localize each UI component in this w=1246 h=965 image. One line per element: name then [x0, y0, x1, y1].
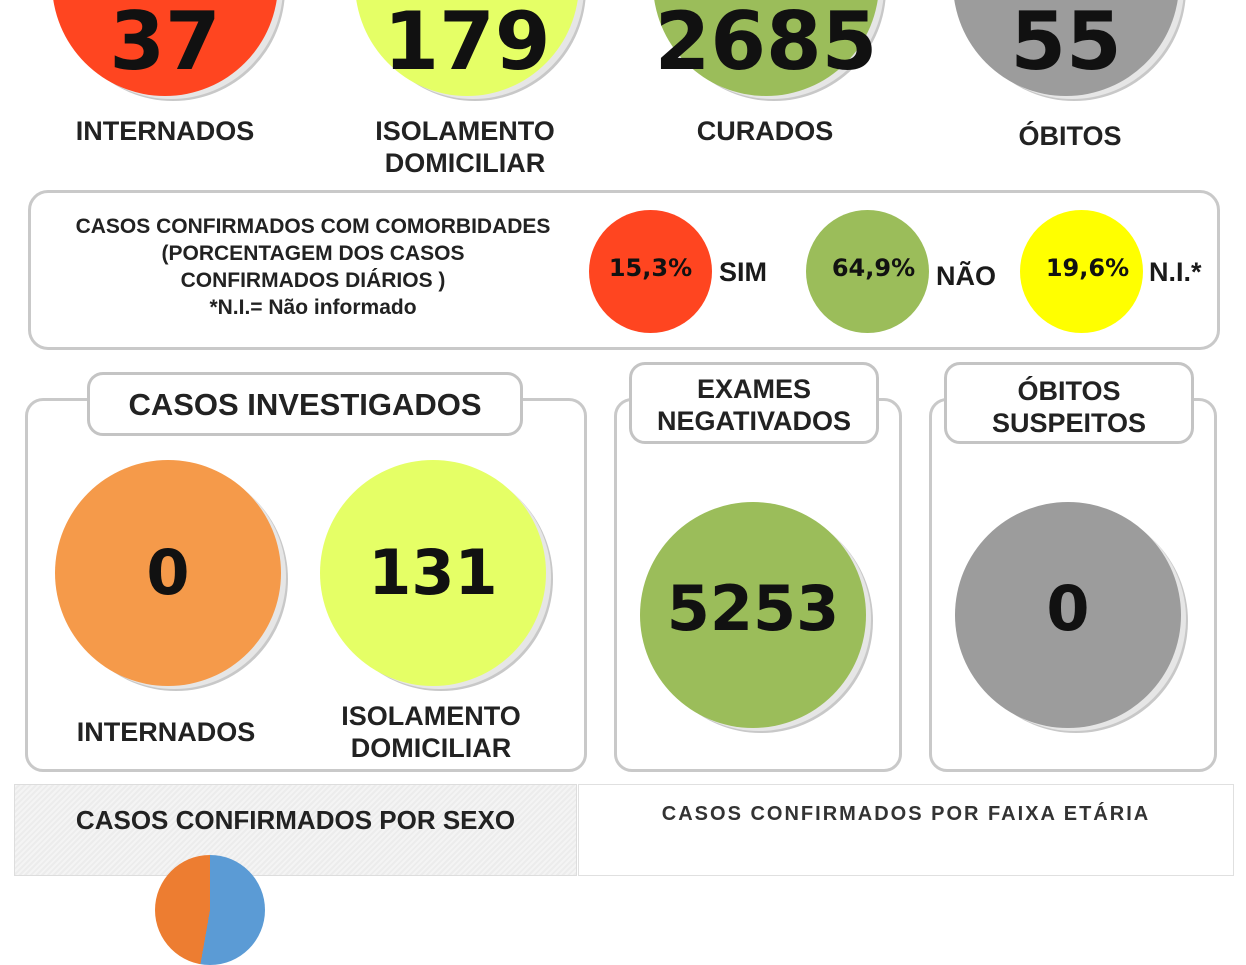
internados-label: INTERNADOS: [75, 116, 255, 146]
comorbidades-nao-pct: 64,9%: [831, 254, 916, 282]
curados-circle: 2685: [653, 0, 879, 96]
comorbidades-sim-circle: 15,3%: [589, 210, 712, 333]
comorbidades-nao-label: NÃO: [936, 261, 996, 291]
investigados-internados-circle: 0: [55, 460, 281, 686]
exames-circle: 5253: [640, 502, 866, 728]
obitos-suspeitos-count: 0: [1046, 572, 1090, 645]
comorbidades-title: CASOS CONFIRMADOS COM COMORBIDADES (PORC…: [75, 215, 551, 319]
curados-count: 2685: [654, 0, 878, 88]
obitos-count: 55: [1010, 0, 1122, 88]
investigados-isolamento-label: ISOLAMENTO DOMICILIAR: [341, 701, 521, 763]
comorbidades-nao-circle: 64,9%: [806, 210, 929, 333]
comorbidades-sim-label: SIM: [719, 257, 768, 287]
investigados-internados-count: 0: [146, 536, 190, 609]
obitos-circle: 55: [953, 0, 1179, 96]
comorbidades-sim-pct: 15,3%: [608, 254, 693, 282]
investigados-title: CASOS INVESTIGADOS: [87, 372, 523, 436]
comorbidades-ni-label: N.I.*: [1149, 257, 1202, 287]
sexo-pie-chart: [155, 855, 265, 965]
internados-circle: 37: [52, 0, 278, 96]
isolamento-label: ISOLAMENTO DOMICILIAR: [375, 116, 555, 178]
investigados-isolamento-circle: 131: [320, 460, 546, 686]
faixa-card: CASOS CONFIRMADOS POR FAIXA ETÁRIA: [578, 784, 1234, 876]
obitos-suspeitos-title: ÓBITOS SUSPEITOS: [944, 362, 1194, 444]
comorbidades-panel: CASOS CONFIRMADOS COM COMORBIDADES (PORC…: [28, 190, 1220, 350]
sexo-card: CASOS CONFIRMADOS POR SEXO: [14, 784, 577, 965]
faixa-title: CASOS CONFIRMADOS POR FAIXA ETÁRIA: [661, 803, 1151, 825]
internados-count: 37: [109, 0, 221, 88]
curados-label: CURADOS: [696, 116, 834, 146]
comorbidades-ni-pct: 19,6%: [1045, 254, 1130, 282]
sexo-title: CASOS CONFIRMADOS POR SEXO: [75, 805, 516, 835]
obitos-suspeitos-circle: 0: [955, 502, 1181, 728]
isolamento-count: 179: [383, 0, 551, 88]
isolamento-circle: 179: [355, 0, 579, 96]
exames-title: EXAMES NEGATIVADOS: [629, 362, 879, 444]
investigados-internados-label: INTERNADOS: [76, 717, 256, 747]
investigados-isolamento-count: 131: [368, 536, 498, 609]
obitos-label: ÓBITOS: [1018, 121, 1122, 151]
exames-count: 5253: [666, 572, 840, 645]
comorbidades-ni-circle: 19,6%: [1020, 210, 1143, 333]
